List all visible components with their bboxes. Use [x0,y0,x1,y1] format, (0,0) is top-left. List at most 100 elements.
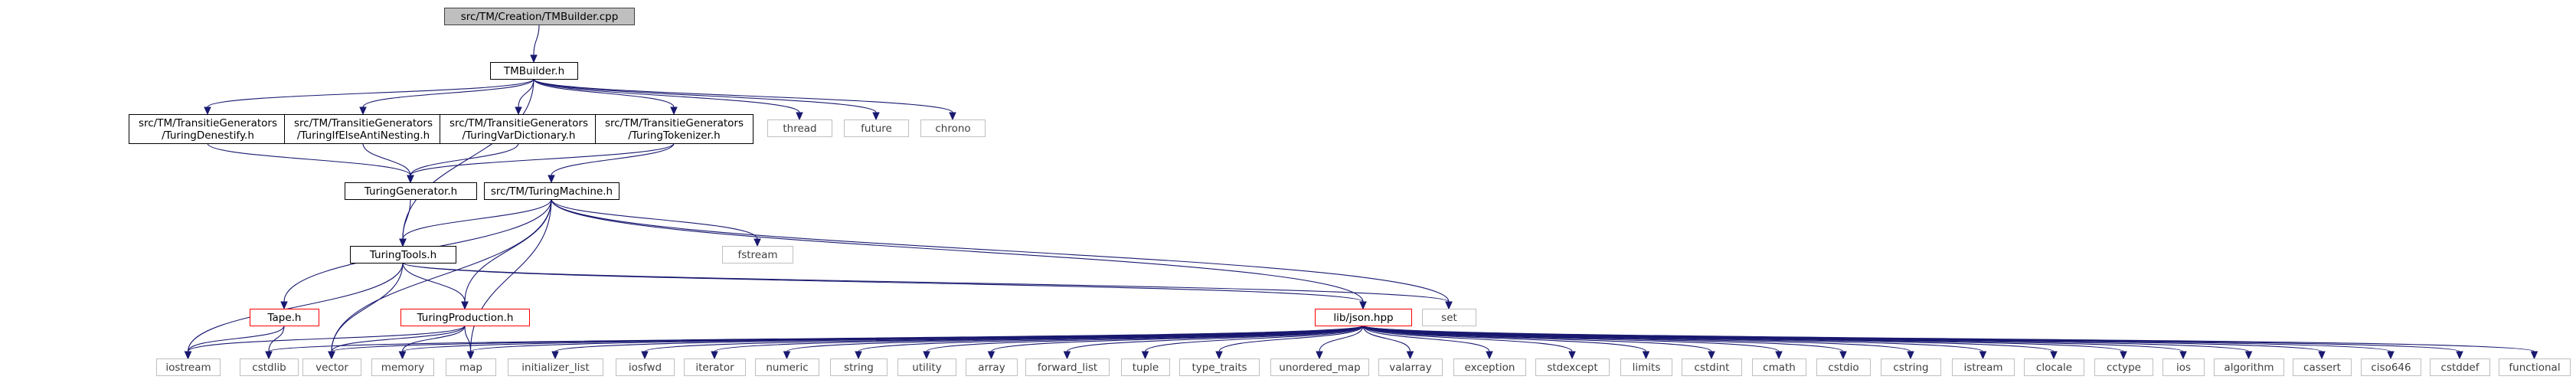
edge-arrowhead [1063,351,1071,360]
node-libjson[interactable]: lib/json.hpp [1315,309,1412,326]
edge-arrowhead [1486,351,1493,360]
node-tokenizer[interactable]: src/TM/TransitieGenerators/TuringTokeniz… [595,114,754,144]
edge-turingprod-to-iostream [184,325,466,360]
edge-line [362,142,411,176]
node-box [156,358,221,376]
edge-libjson-to-type-traits [1215,325,1364,360]
node-tape[interactable]: Tape.h [250,309,319,326]
node-label: initializer_list [521,362,589,374]
node-box [1453,358,1526,376]
node-box [1315,309,1412,326]
node-tmbuilder-cpp[interactable]: src/TM/Creation/TMBuilder.cpp [444,8,635,25]
node-box [440,114,598,144]
node-box [1881,358,1941,376]
edge-line [1362,325,2535,352]
node-stdexcept: stdexcept [1535,358,1610,376]
node-densestify[interactable]: src/TM/TransitieGenerators/TuringDenesti… [129,114,287,144]
node-box [1952,358,2015,376]
node-turingtools[interactable]: TuringTools.h [350,246,456,264]
edge-line [401,325,466,352]
node-box [2162,358,2205,376]
edge-arrowhead [641,351,649,360]
edge-arrowhead [1907,351,1914,360]
edge-libjson-to-limits [1362,325,1650,360]
node-memory: memory [371,358,434,376]
node-label: set [1441,312,1457,324]
node-label: iostream [165,362,211,374]
edge-line [207,78,534,108]
edge-libjson-to-unordered-map [1316,325,1364,360]
edge-libjson-to-array [987,325,1364,360]
node-label: cmath [1763,362,1796,374]
node-map: map [446,358,496,376]
edge-arrowhead [265,351,273,360]
node-box [2430,358,2490,376]
edge-turingtools-to-set [402,262,1453,310]
edge-line [187,325,285,352]
node-string: string [830,358,888,376]
node-thread: thread [767,119,832,137]
edge-arrowhead [1568,351,1576,360]
edge-arrowhead [2530,351,2538,360]
node-label: array [978,362,1005,374]
edge-tmbuilder-h-to-chrono [533,78,956,121]
edge-line [207,142,411,176]
node-turingmachine[interactable]: src/TM/TuringMachine.h [484,182,619,200]
edge-tmbuilder-h-to-thread [533,78,803,121]
node-tmbuilder-h[interactable]: TMBuilder.h [490,62,578,80]
node-ifelse[interactable]: src/TM/TransitieGenerators/TuringIfElseA… [284,114,443,144]
edge-arrowhead [399,238,407,247]
edge-densestify-to-turinggen [207,142,414,184]
edge-line [1319,325,1364,352]
node-label: src/TM/TransitieGenerators [294,117,433,129]
node-label: utility [912,362,941,374]
edge-tmbuilder-h-to-densestify [204,78,534,116]
edge-line [1362,325,1490,352]
node-label: cstddef [2441,362,2480,374]
node-turingprod[interactable]: TuringProduction.h [400,309,530,326]
node-numeric: numeric [755,358,819,376]
edge-line [533,78,800,113]
edge-arrowhead [2318,351,2326,360]
edge-turingmachine-to-fstream [551,198,761,247]
edge-line [187,262,404,352]
edge-libjson-to-tuple [1141,325,1364,360]
edge-tmbuilder-h-to-tokenizer [533,78,678,116]
edge-arrowhead [280,301,288,310]
nodes-layer: src/TM/Creation/TMBuilder.cpp TMBuilder.h… [129,8,2571,376]
edge-turingprod-to-vector [328,325,466,360]
node-box [1752,358,1806,376]
edge-arrowhead [548,175,555,184]
node-label: src/TM/TransitieGenerators [605,117,744,129]
edge-arrowhead [2456,351,2463,360]
edge-libjson-to-forward-list [1063,325,1364,360]
edge-line [331,198,552,352]
node-label: forward_list [1038,362,1097,374]
node-ios: ios [2162,358,2205,376]
node-utility: utility [897,358,956,376]
node-label: limits [1633,362,1661,374]
edge-arrowhead [407,175,414,184]
edge-arrowhead [923,351,930,360]
node-label: iterator [695,362,734,374]
edge-arrowhead [949,112,956,121]
node-clocale: clocale [2024,358,2084,376]
edge-arrowhead [1979,351,1987,360]
node-box [2024,358,2084,376]
edge-arrowhead [398,351,407,360]
node-box [444,8,635,25]
node-vardict[interactable]: src/TM/TransitieGenerators/TuringVarDict… [440,114,598,144]
node-label: chrono [935,123,970,135]
node-turinggen[interactable]: TuringGenerator.h [345,182,477,200]
node-chrono: chrono [920,119,986,137]
node-box [1816,358,1871,376]
edge-turingmachine-to-map [466,198,552,360]
node-tuple: tuple [1121,358,1170,376]
node-exception: exception [1453,358,1526,376]
edge-turingtools-to-turingprod [402,262,469,310]
node-algorithm: algorithm [2214,358,2284,376]
edge-arrowhead [2387,351,2395,360]
edge-arrowhead [987,351,995,360]
node-box [400,309,530,326]
